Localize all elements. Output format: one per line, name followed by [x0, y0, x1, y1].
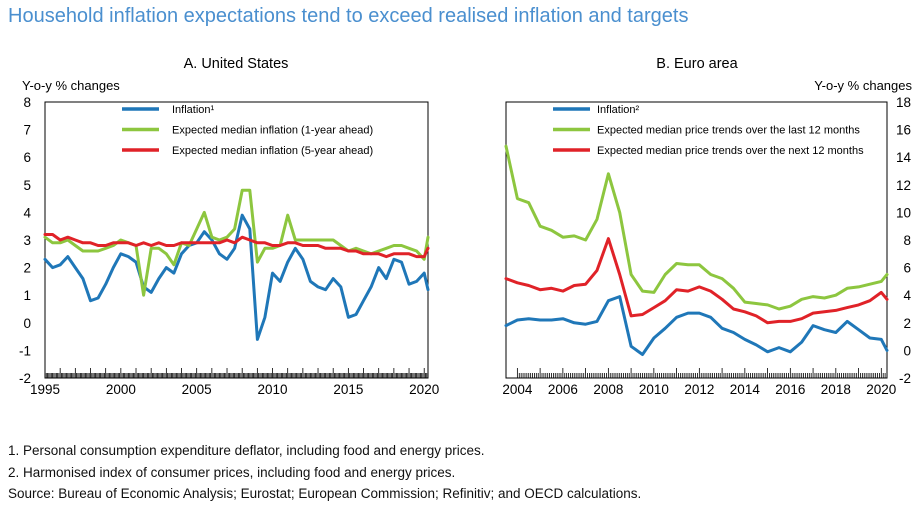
legend-label: Inflation² — [597, 104, 640, 116]
x-tick-label: 2006 — [548, 382, 578, 397]
y-tick-label: 4 — [903, 288, 911, 303]
x-tick-label: 2018 — [821, 382, 851, 397]
legend-label: Inflation¹ — [172, 104, 215, 116]
panel-united-states: A. United States Y-o-y % changes -2 -1 0 1 2 3 4… — [19, 56, 439, 397]
y-axis-label: Y-o-y % changes — [22, 78, 120, 93]
x-tick-label: 2016 — [775, 382, 805, 397]
y-tick-label: 18 — [896, 95, 911, 110]
y-tick-label: 16 — [896, 123, 911, 138]
y-tick-label: 2 — [23, 261, 31, 276]
y-tick-label: 6 — [903, 261, 911, 276]
y-tick-label: 7 — [23, 123, 31, 138]
plot-frame — [505, 101, 888, 379]
y-axis-label: Y-o-y % changes — [814, 78, 912, 93]
y-tick-label: 8 — [903, 233, 911, 248]
x-tick-label: 2012 — [684, 382, 714, 397]
x-tick-label: 2010 — [258, 382, 288, 397]
series-line — [504, 295, 889, 356]
y-tick-label: 6 — [23, 150, 31, 165]
legend-label: Expected median inflation (5-year ahead) — [172, 145, 373, 157]
panel-title: B. Euro area — [656, 56, 738, 72]
y-tick-label: -1 — [19, 343, 31, 358]
x-tick-label: 2020 — [866, 382, 896, 397]
legend-label: Expected median price trends over the ne… — [597, 145, 864, 157]
series-line — [43, 213, 430, 341]
x-tick-label: 2000 — [106, 382, 136, 397]
series-line — [504, 237, 889, 325]
footnotes: 1. Personal consumption expenditure defl… — [8, 440, 641, 505]
y-tick-label: 10 — [896, 205, 911, 220]
legend-label: Expected median inflation (1-year ahead) — [172, 125, 373, 137]
y-tick-label: -2 — [19, 371, 31, 386]
footnote-2: 2. Harmonised index of consumer prices, … — [8, 464, 456, 480]
y-tick-label: 0 — [903, 343, 911, 358]
panel-euro-area: B. Euro area Y-o-y % changes -2 0 2 4 6 8 10 12 14… — [502, 56, 912, 397]
x-tick-label: 2020 — [409, 382, 439, 397]
y-tick-label: 14 — [896, 150, 912, 165]
x-tick-label: 1995 — [30, 382, 60, 397]
y-tick-label: 3 — [23, 233, 31, 248]
y-tick-label: 4 — [23, 205, 31, 220]
y-tick-label: 12 — [896, 178, 911, 193]
legend-label: Expected median price trends over the la… — [597, 125, 860, 137]
y-tick-label: 1 — [23, 288, 31, 303]
x-tick-label: 2010 — [639, 382, 669, 397]
source-note: Source: Bureau of Economic Analysis; Eur… — [8, 486, 642, 501]
y-tick-label: 0 — [23, 316, 31, 331]
series-line — [43, 233, 430, 259]
series-line — [504, 144, 889, 311]
y-tick-label: 5 — [23, 178, 31, 193]
footnote-1: 1. Personal consumption expenditure defl… — [8, 443, 485, 458]
x-tick-label: 2008 — [593, 382, 623, 397]
x-tick-label: 2004 — [502, 382, 533, 397]
x-tick-label: 2014 — [730, 382, 761, 397]
x-tick-label: 2005 — [182, 382, 212, 397]
main-title: Household inflation expectations tend to… — [8, 5, 689, 27]
x-tick-label: 2015 — [333, 382, 363, 397]
panel-title: A. United States — [184, 56, 289, 72]
y-tick-label: 8 — [23, 95, 31, 110]
y-tick-label: 2 — [903, 316, 911, 331]
y-tick-label: -2 — [899, 371, 911, 386]
